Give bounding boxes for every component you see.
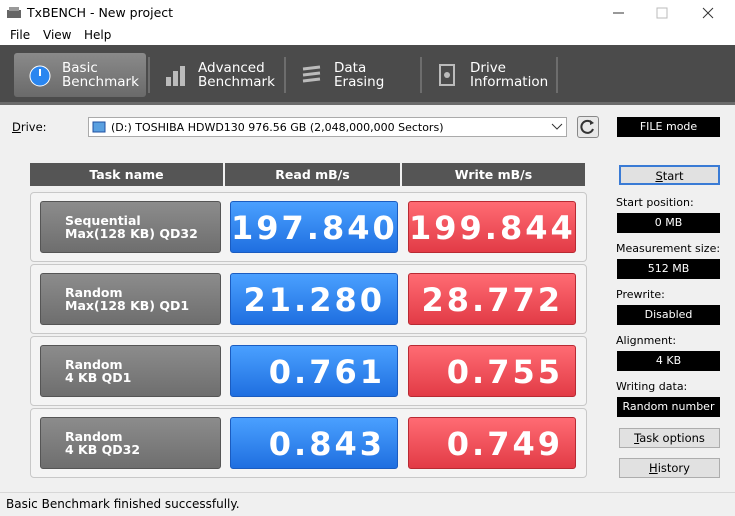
write-value: 0.755: [408, 345, 576, 397]
task-button[interactable]: Sequential Max(128 KB) QD32: [40, 201, 221, 253]
task-name: 4 KB QD1: [65, 370, 132, 385]
tab[interactable]: Basic Benchmark: [14, 53, 146, 97]
task-name: Sequential: [65, 213, 141, 228]
drive-select[interactable]: (D:) TOSHIBA HDWD130 976.56 GB (2,048,00…: [88, 117, 567, 137]
status-bar: Basic Benchmark finished successfully.: [0, 492, 735, 516]
task-name: Random: [65, 285, 123, 300]
field-value: Random number: [617, 397, 720, 417]
field-label: Alignment:: [616, 334, 677, 347]
task-name: Max(128 KB) QD32: [65, 226, 198, 241]
field-value: 4 KB: [617, 351, 720, 371]
button-label: Task options: [634, 431, 705, 445]
tab-label: Advanced: [198, 60, 265, 76]
tab-icon: [302, 65, 321, 83]
result-row: Random 4 KB QD32 0.843 0.749: [30, 408, 587, 478]
write-value: 28.772: [408, 273, 576, 325]
start-button[interactable]: Start: [619, 165, 720, 185]
drive-label: Drive:: [12, 120, 47, 134]
dropdown-arrow: [551, 123, 563, 130]
read-value: 0.843: [230, 417, 398, 469]
window-controls[interactable]: [600, 0, 735, 25]
write-value: 0.749: [408, 417, 576, 469]
tab[interactable]: Advanced Benchmark: [150, 53, 282, 97]
tab-icon: [166, 66, 185, 86]
task-button[interactable]: Random 4 KB QD32: [40, 417, 221, 469]
refresh-icon: [580, 119, 594, 134]
read-value: 0.761: [230, 345, 398, 397]
button-label: History: [649, 461, 690, 475]
read-value: 21.280: [230, 273, 398, 325]
column-header: Write mB/s: [402, 163, 585, 186]
separator: [148, 57, 150, 93]
tab-label: Basic: [62, 60, 98, 76]
result-row: Sequential Max(128 KB) QD32 197.840 199.844: [30, 192, 587, 262]
tab-strip: Basic Benchmark Advanced Benchmark Data Er…: [0, 45, 735, 105]
window-title: TxBENCH - New project: [27, 5, 174, 20]
task-name: Random: [65, 357, 123, 372]
task-options-button[interactable]: Task options: [619, 428, 720, 448]
field-label: Start position:: [616, 196, 694, 209]
status-text: Basic Benchmark finished successfully.: [6, 497, 240, 511]
field-label: Writing data:: [616, 380, 688, 393]
task-name: 4 KB QD32: [65, 442, 141, 457]
menu-item[interactable]: Help: [84, 28, 112, 42]
separator: [556, 57, 558, 93]
drive-value: (D:) TOSHIBA HDWD130 976.56 GB (2,048,00…: [111, 121, 444, 134]
button-label: Start: [655, 169, 684, 183]
menu-bar: File View Help: [0, 25, 735, 45]
task-name: Max(128 KB) QD1: [65, 298, 190, 313]
mode-indicator: FILE mode: [617, 117, 720, 137]
read-value: 197.840: [230, 201, 398, 253]
column-header: Read mB/s: [225, 163, 400, 186]
field-value: 0 MB: [617, 213, 720, 233]
task-button[interactable]: Random 4 KB QD1: [40, 345, 221, 397]
tab-icon: [439, 64, 455, 86]
tab-label: Benchmark: [198, 74, 275, 90]
menu-item[interactable]: File: [10, 28, 31, 42]
task-name: Random: [65, 429, 123, 444]
field-label: Prewrite:: [616, 288, 665, 301]
result-row: Random 4 KB QD1 0.761 0.755: [30, 336, 587, 406]
menu-item[interactable]: View: [43, 28, 72, 42]
write-value: 199.844: [408, 201, 576, 253]
tab-label: Data Erasing: [334, 60, 385, 90]
app-icon: [7, 7, 21, 18]
tab-label: Benchmark: [62, 74, 139, 90]
field-label: Measurement size:: [616, 242, 721, 255]
result-row: Random Max(128 KB) QD1 21.280 28.772: [30, 264, 587, 334]
tab[interactable]: Data Erasing: [286, 53, 418, 97]
separator: [284, 57, 286, 93]
tab-label: Drive: [470, 60, 506, 76]
refresh-button[interactable]: [577, 116, 599, 138]
tab-icon: [29, 65, 51, 87]
tab-label: Information: [470, 74, 549, 90]
tab[interactable]: Drive Information: [422, 53, 554, 97]
separator: [420, 57, 422, 93]
field-value: Disabled: [617, 305, 720, 325]
column-header: Task name: [30, 163, 223, 186]
drive-icon: [92, 121, 106, 133]
history-button[interactable]: History: [619, 458, 720, 478]
field-value: 512 MB: [617, 259, 720, 279]
task-button[interactable]: Random Max(128 KB) QD1: [40, 273, 221, 325]
title-bar: TxBENCH - New project: [0, 0, 735, 25]
